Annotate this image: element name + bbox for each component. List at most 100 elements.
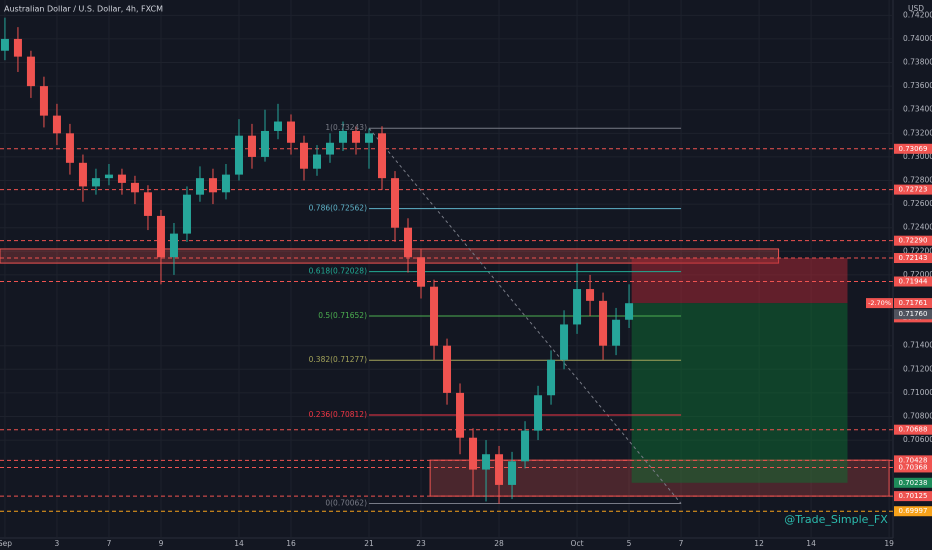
x-tick-label: Sep <box>0 539 12 548</box>
y-tick-label: 0.72600 <box>903 199 932 208</box>
candle-body <box>482 454 491 470</box>
candle-body <box>417 257 426 287</box>
price-tag-label: 0.70688 <box>899 426 928 434</box>
candle-body <box>221 174 230 193</box>
price-tag-label: 0.71944 <box>899 278 928 286</box>
candle-body <box>299 142 308 169</box>
fib-label: 0.5(0.71652) <box>318 311 367 320</box>
y-tick-label: 0.72200 <box>903 246 932 255</box>
price-tag <box>894 298 932 309</box>
change-tag-label: -2.70% <box>868 299 891 307</box>
fib-label: 1(0.73243) <box>325 123 367 132</box>
candle-body <box>508 461 517 485</box>
candle-body <box>273 121 282 131</box>
candle-body <box>195 178 204 195</box>
chart-title: Australian Dollar / U.S. Dollar, 4h, FXC… <box>4 5 163 14</box>
candle-body <box>404 227 413 258</box>
watermark: @Trade_Simple_FX <box>784 513 888 526</box>
y-tick-label: 0.73600 <box>903 81 932 90</box>
x-tick-label: 23 <box>416 539 426 548</box>
candle-body <box>208 178 217 193</box>
price-tag-label: 0.71760 <box>899 310 928 318</box>
price-tag <box>894 143 932 154</box>
candle-body <box>495 454 504 485</box>
candle-body <box>39 86 48 116</box>
x-tick-label: 19 <box>884 539 894 548</box>
price-tag-label: 0.73069 <box>899 145 928 153</box>
candle-body <box>625 303 634 320</box>
price-tag <box>894 184 932 195</box>
fib-label: 0.786(0.72562) <box>309 204 367 213</box>
candle-body <box>78 162 87 187</box>
price-tag <box>894 253 932 264</box>
price-tag <box>894 235 932 246</box>
currency: USD <box>908 4 924 13</box>
candle-body <box>547 359 556 396</box>
price-tag <box>894 455 932 466</box>
price-tag-label: 0.72723 <box>899 186 928 194</box>
x-tick-label: 9 <box>159 539 164 548</box>
candle-body <box>352 130 361 143</box>
y-tick-label: 0.73000 <box>903 152 932 161</box>
y-tick-label: 0.71000 <box>903 388 932 397</box>
x-tick-label: Oct <box>571 539 584 548</box>
x-tick-label: 7 <box>679 539 684 548</box>
price-tag <box>894 424 932 435</box>
candle-body <box>365 133 374 143</box>
price-tag <box>894 462 932 473</box>
price-tag-label: 0.72290 <box>899 237 928 245</box>
zone <box>0 248 780 264</box>
candle-body <box>339 130 348 143</box>
change-tag <box>866 298 893 309</box>
price-tag <box>894 506 932 517</box>
candle-body <box>104 174 113 179</box>
x-tick-label: 3 <box>55 539 60 548</box>
candle-body <box>65 133 74 163</box>
stop-area <box>631 258 848 304</box>
candle-body <box>182 194 191 234</box>
x-tick-label: 14 <box>234 539 244 548</box>
y-tick-label: 0.73800 <box>903 58 932 67</box>
candle-body <box>91 178 100 187</box>
candle-body <box>117 174 126 183</box>
candle-body <box>13 38 22 57</box>
candle-body <box>573 289 582 325</box>
y-tick-label: 0.74000 <box>903 34 932 43</box>
price-tag <box>894 276 932 287</box>
candle-body <box>560 324 569 360</box>
candle-body <box>325 142 334 155</box>
candle-body <box>143 192 152 216</box>
x-tick-label: 28 <box>494 539 504 548</box>
price-tag <box>894 477 932 488</box>
candle-body <box>469 437 478 470</box>
y-tick-label: 0.71400 <box>903 341 932 350</box>
plot <box>0 0 893 538</box>
candle-body <box>521 430 530 462</box>
fib-label: 0.236(0.70812) <box>309 410 367 419</box>
fib-label: 0(0.70062) <box>325 499 367 508</box>
candle-body <box>169 233 178 258</box>
y-tick-label: 0.71200 <box>903 364 932 373</box>
candle-body <box>312 154 321 169</box>
candle-body <box>599 300 608 346</box>
price-tag-label: 0.69997 <box>899 507 928 515</box>
x-tick-label: 14 <box>806 539 816 548</box>
x-tick-label: 21 <box>364 539 374 548</box>
y-tick-label: 0.70600 <box>903 435 932 444</box>
price-tag-label: 0.70368 <box>899 463 928 471</box>
target-area <box>631 303 848 483</box>
price-tag-label: 0.71761 <box>899 299 928 307</box>
candle-body <box>234 135 243 175</box>
candle-body <box>378 133 387 179</box>
candle-body <box>586 289 595 301</box>
x-tick-label: 12 <box>754 539 764 548</box>
candle-body <box>534 395 543 431</box>
y-tick-label: 0.72800 <box>903 176 932 185</box>
y-tick-label: 0.70800 <box>903 411 932 420</box>
y-tick-label: 0.74200 <box>903 10 932 19</box>
candle-body <box>430 286 439 346</box>
x-tick-label: 7 <box>107 539 112 548</box>
candle-body <box>391 178 400 228</box>
y-tick-label: 0.72400 <box>903 223 932 232</box>
y-tick-label: 0.72000 <box>903 270 932 279</box>
